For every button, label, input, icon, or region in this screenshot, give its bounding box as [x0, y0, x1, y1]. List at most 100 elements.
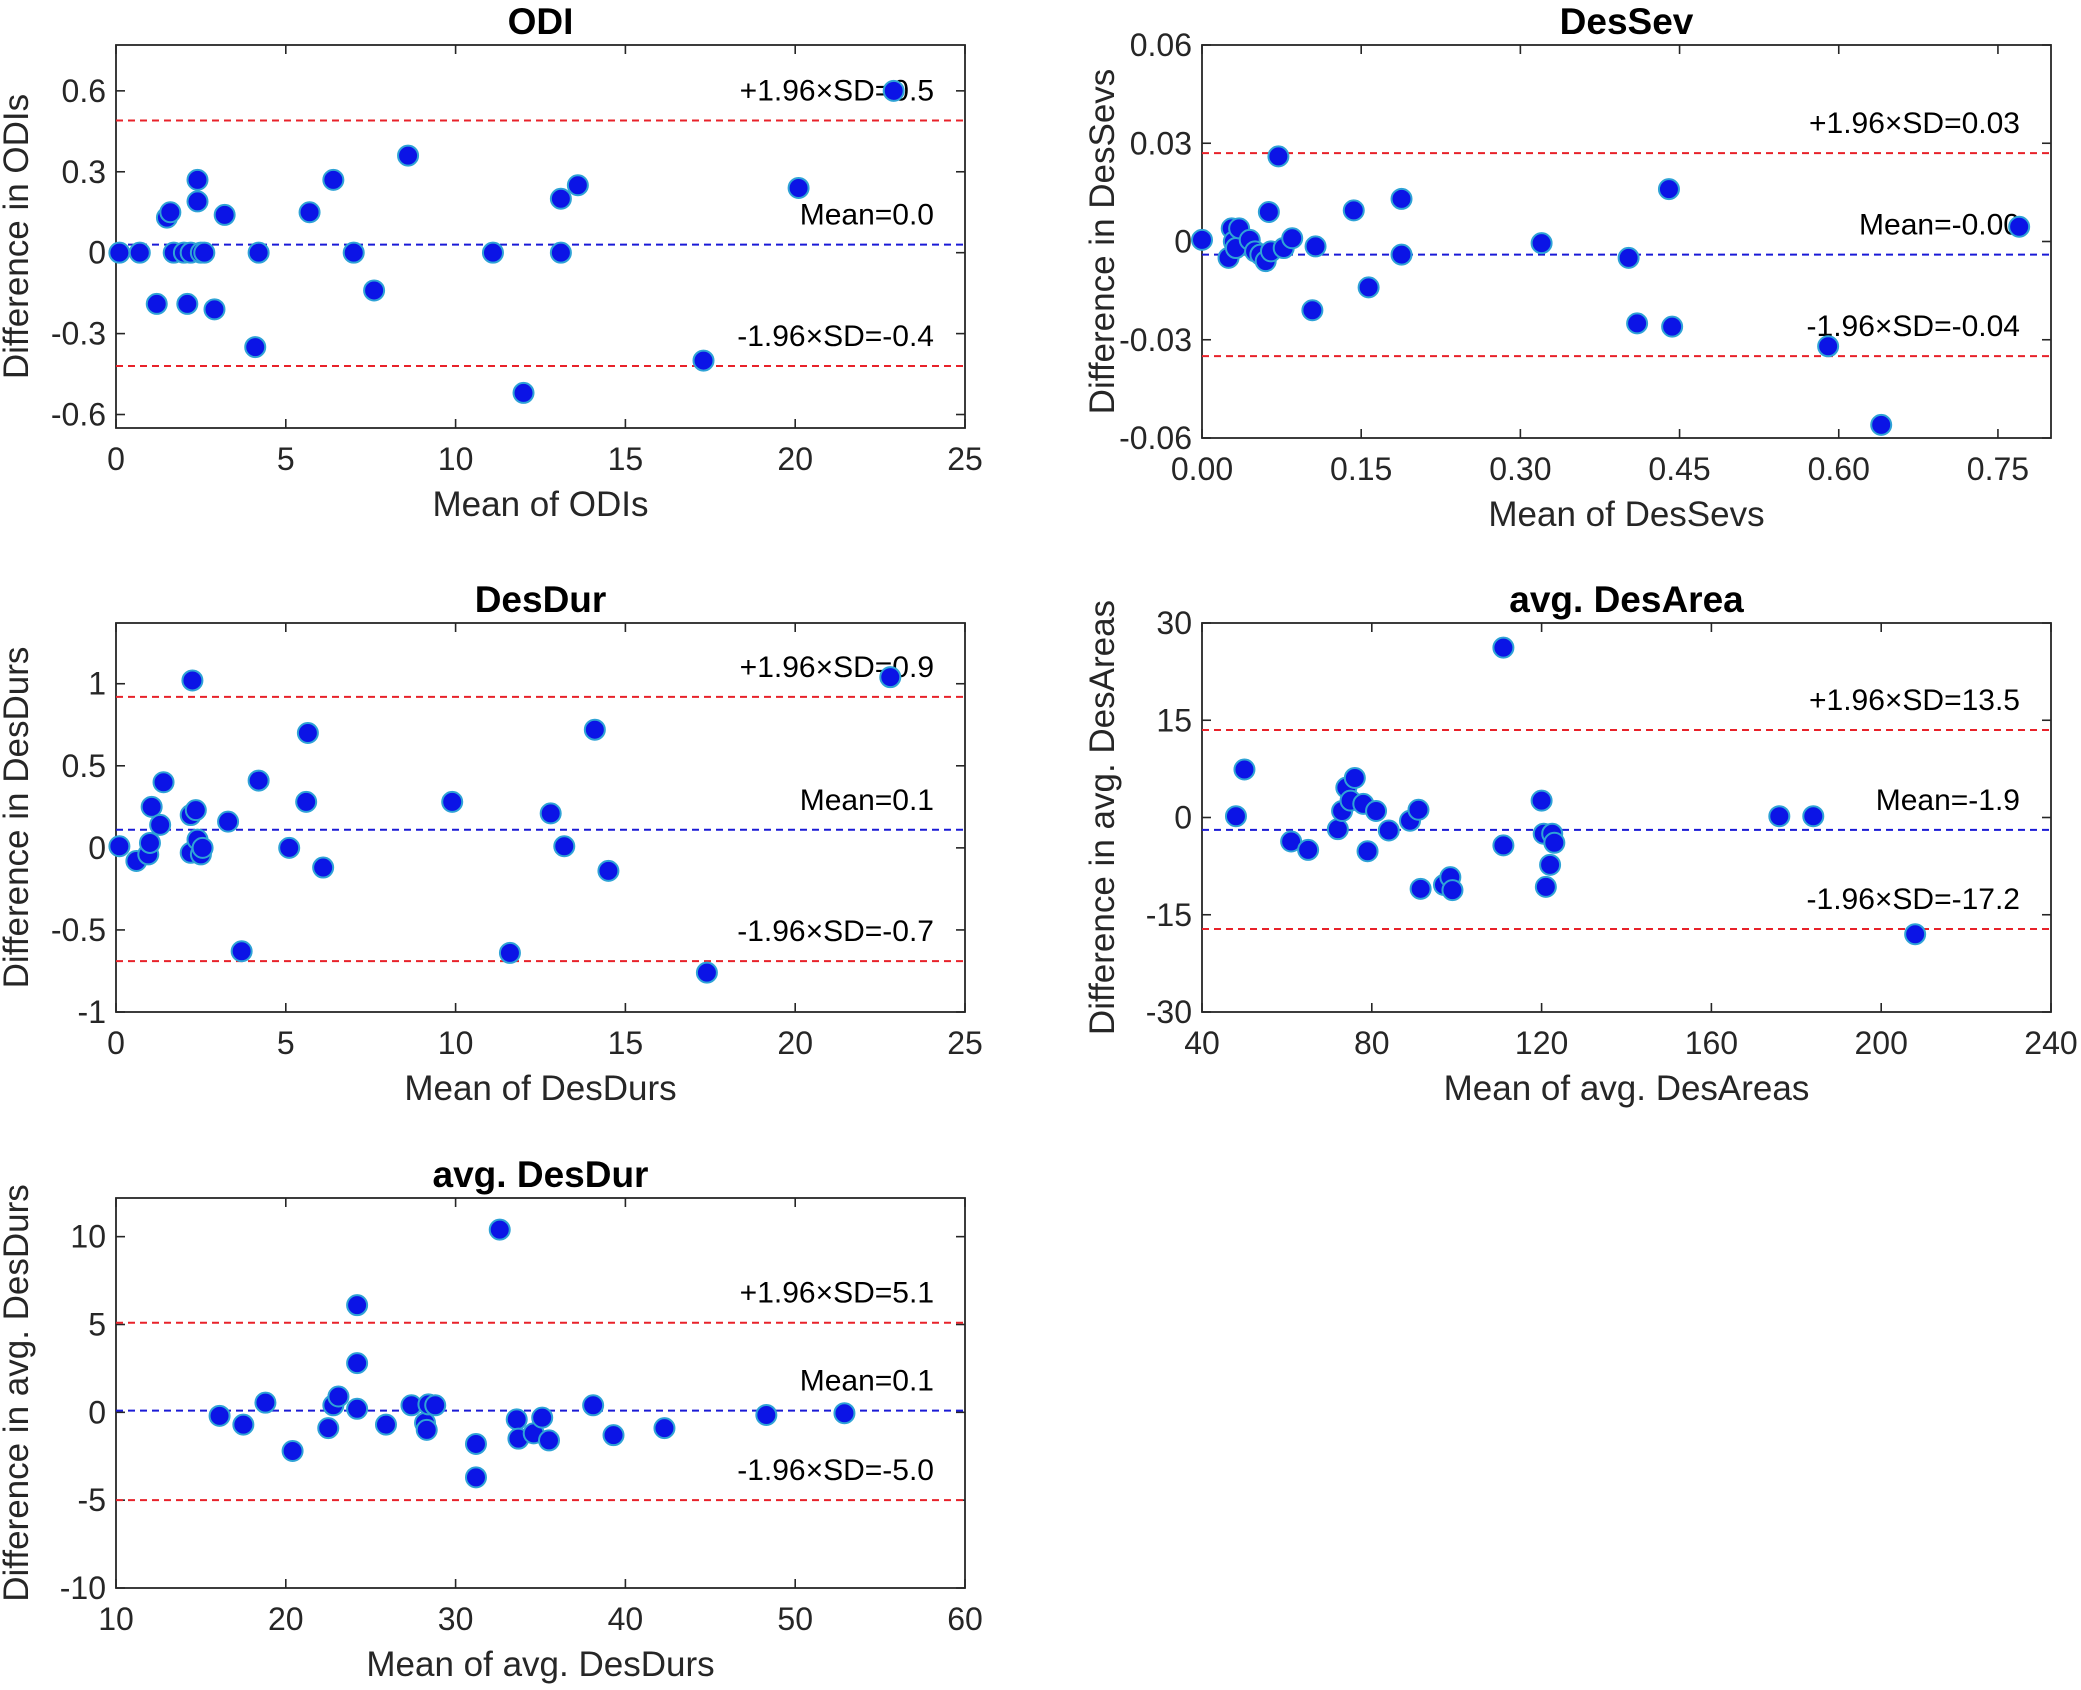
data-point: [296, 721, 319, 744]
x-tick-label: 0: [107, 1025, 125, 1061]
y-tick-label: 0: [88, 235, 106, 271]
data-point: [108, 835, 131, 858]
data-point: [149, 813, 172, 836]
data-point: [1365, 800, 1388, 823]
data-point: [1224, 805, 1247, 828]
data-point: [145, 292, 168, 315]
data-point: [549, 241, 572, 264]
data-point: [203, 298, 226, 321]
lower-limit-label: -1.96×SD=-0.4: [737, 320, 934, 353]
lower-limit-label: -1.96×SD=-0.04: [1807, 310, 2020, 343]
data-point: [505, 1408, 528, 1431]
y-tick-label: 0: [1174, 800, 1192, 836]
data-point: [295, 790, 318, 813]
data-point: [1539, 853, 1562, 876]
panel-title: ODI: [508, 1, 574, 42]
data-point: [553, 835, 576, 858]
data-point: [1301, 299, 1324, 322]
data-point: [346, 1397, 369, 1420]
data-point: [1281, 227, 1304, 250]
data-point: [181, 669, 204, 692]
data-point: [597, 859, 620, 882]
data-point: [1297, 838, 1320, 861]
data-point: [537, 1429, 560, 1452]
data-point: [1356, 840, 1379, 863]
data-point: [397, 144, 420, 167]
mean-label: Mean=-1.9: [1876, 784, 2020, 817]
data-point: [1377, 819, 1400, 842]
upper-limit-label: +1.96×SD=5.1: [740, 1277, 934, 1310]
y-tick-label: -0.6: [51, 397, 106, 433]
plot-frame: [115, 1197, 966, 1589]
upper-limit-label: +1.96×SD=0.5: [740, 75, 934, 108]
data-point: [1409, 877, 1432, 900]
mean-label: Mean=0.0: [800, 199, 934, 232]
data-point: [191, 836, 214, 859]
lower-limit-label: -1.96×SD=-0.7: [737, 915, 934, 948]
x-tick-label: 120: [1515, 1025, 1568, 1061]
mean-label: Mean=0.1: [800, 784, 934, 817]
y-tick-label: 5: [88, 1306, 106, 1342]
data-point: [1390, 187, 1413, 210]
x-tick-label: 0.45: [1648, 451, 1710, 487]
data-point: [498, 941, 521, 964]
upper-limit-label: +1.96×SD=0.9: [740, 651, 934, 684]
data-point: [254, 1391, 277, 1414]
x-tick-label: 0.00: [1171, 451, 1233, 487]
y-axis-label: Difference in ODIs: [0, 94, 36, 379]
data-point: [176, 292, 199, 315]
panel-title: DesDur: [475, 579, 607, 620]
data-point: [1390, 243, 1413, 266]
x-axis-label: Mean of avg. DesDurs: [366, 1645, 714, 1684]
data-point: [232, 1413, 255, 1436]
panel-title: DesSev: [1560, 1, 1694, 42]
x-tick-label: 10: [98, 1601, 134, 1637]
y-tick-label: -10: [60, 1570, 106, 1606]
upper-limit-label: +1.96×SD=13.5: [1809, 684, 2020, 717]
lower-limit-label: -1.96×SD=-17.2: [1807, 883, 2020, 916]
data-point: [1534, 875, 1557, 898]
data-point: [755, 1403, 778, 1426]
data-point: [582, 1394, 605, 1417]
data-point: [1233, 758, 1256, 781]
data-point: [159, 201, 182, 224]
panel-1: 0.00 0.15 0.30 0.45 0.60 0.75 -0.06 -0.03 0 0.03 0…: [1083, 1, 2052, 534]
data-point: [186, 168, 209, 191]
x-tick-label: 15: [608, 1025, 644, 1061]
data-point: [1441, 879, 1464, 902]
data-point: [539, 802, 562, 825]
data-point: [1817, 335, 1840, 358]
data-point: [1343, 766, 1366, 789]
x-tick-label: 5: [277, 441, 295, 477]
data-point: [193, 241, 216, 264]
data-point: [208, 1404, 231, 1427]
data-point: [1191, 228, 1213, 251]
data-point: [213, 203, 236, 226]
y-tick-label: 10: [70, 1219, 106, 1255]
data-point: [312, 856, 335, 879]
data-point: [1530, 789, 1553, 812]
y-tick-label: -0.3: [51, 316, 106, 352]
x-tick-label: 25: [947, 441, 983, 477]
data-point: [108, 241, 131, 264]
x-tick-label: 30: [438, 1601, 474, 1637]
x-tick-label: 0.15: [1330, 451, 1392, 487]
data-point: [441, 790, 464, 813]
data-point: [281, 1439, 304, 1462]
x-tick-label: 60: [947, 1601, 983, 1637]
data-point: [583, 718, 606, 741]
x-tick-label: 240: [2024, 1025, 2077, 1061]
plot-frame: [1201, 622, 2052, 1013]
data-point: [464, 1466, 487, 1489]
data-point: [1492, 834, 1515, 857]
data-point: [1802, 805, 1825, 828]
x-tick-label: 0.75: [1967, 451, 2029, 487]
y-axis-label: Difference in avg. DesDurs: [0, 1184, 36, 1602]
y-tick-label: -1: [78, 994, 106, 1030]
x-tick-label: 160: [1685, 1025, 1738, 1061]
panel-0: 0 5 10 15 20 25 -0.6 -0.3 0 0.3 0.6 +1.96×SD=0.5 Mea…: [0, 1, 983, 524]
data-point: [879, 666, 902, 689]
x-tick-label: 10: [438, 1025, 474, 1061]
data-point: [186, 190, 209, 213]
y-tick-label: 0: [1174, 224, 1192, 260]
